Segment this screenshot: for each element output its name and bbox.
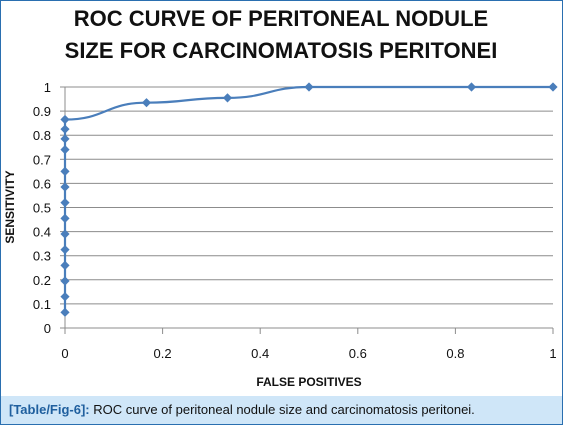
- roc-chart: ROC CURVE OF PERITONEAL NODULE SIZE FOR …: [3, 6, 558, 389]
- data-point: [60, 229, 70, 239]
- data-point: [60, 182, 70, 192]
- y-axis-title: SENSITIVITY: [3, 170, 17, 243]
- y-tick-label: 0.9: [33, 104, 51, 119]
- x-tick-label: 0.2: [154, 346, 172, 361]
- data-point: [60, 276, 70, 286]
- y-tick-label: 0.7: [33, 152, 51, 167]
- y-tick-label: 0.3: [33, 249, 51, 264]
- x-tick-label: 0.4: [251, 346, 269, 361]
- chart-title-line-2: SIZE FOR CARCINOMATOSIS PERITONEI: [65, 38, 498, 63]
- data-point: [222, 93, 233, 103]
- data-point: [60, 114, 70, 125]
- y-tick-label: 0.6: [33, 176, 51, 191]
- y-tick-label: 0.8: [33, 128, 51, 143]
- y-tick-label: 1: [44, 80, 51, 95]
- x-tick-label: 0.8: [446, 346, 464, 361]
- x-tick-labels: 0 0.2 0.4 0.6 0.8 1: [61, 346, 556, 361]
- x-axis-title: FALSE POSITIVES: [256, 375, 361, 389]
- roc-series: [60, 82, 558, 317]
- y-tick-labels: 0 0.1 0.2 0.3 0.4 0.5 0.6 0.7 0.8 0.9 1: [33, 80, 51, 336]
- y-tick-label: 0: [44, 321, 51, 336]
- x-tick-label: 1: [549, 346, 556, 361]
- x-tick-label: 0: [61, 346, 68, 361]
- y-tick-label: 0.4: [33, 225, 51, 240]
- data-point: [60, 245, 70, 255]
- y-tick-label: 0.5: [33, 201, 51, 216]
- data-point: [60, 124, 70, 134]
- data-point: [60, 198, 70, 208]
- caption-text: ROC curve of peritoneal nodule size and …: [93, 402, 475, 417]
- data-point: [60, 166, 70, 176]
- figure-caption: [Table/Fig-6]: ROC curve of peritoneal n…: [1, 396, 562, 424]
- data-point: [548, 82, 558, 92]
- data-point: [60, 213, 70, 223]
- data-point: [141, 98, 152, 108]
- data-point: [60, 292, 70, 302]
- data-point: [466, 82, 477, 92]
- y-tick-label: 0.2: [33, 273, 51, 288]
- data-point: [304, 82, 314, 92]
- y-tick-label: 0.1: [33, 297, 51, 312]
- caption-reference: [Table/Fig-6]:: [9, 402, 90, 417]
- data-point: [60, 260, 70, 270]
- data-point: [60, 145, 70, 155]
- data-point: [60, 134, 70, 144]
- gridlines: [65, 86, 553, 305]
- data-point: [60, 307, 70, 317]
- axes: [60, 86, 554, 334]
- chart-title-line-1: ROC CURVE OF PERITONEAL NODULE: [74, 6, 488, 31]
- x-tick-label: 0.6: [349, 346, 367, 361]
- series-line: [63, 85, 553, 313]
